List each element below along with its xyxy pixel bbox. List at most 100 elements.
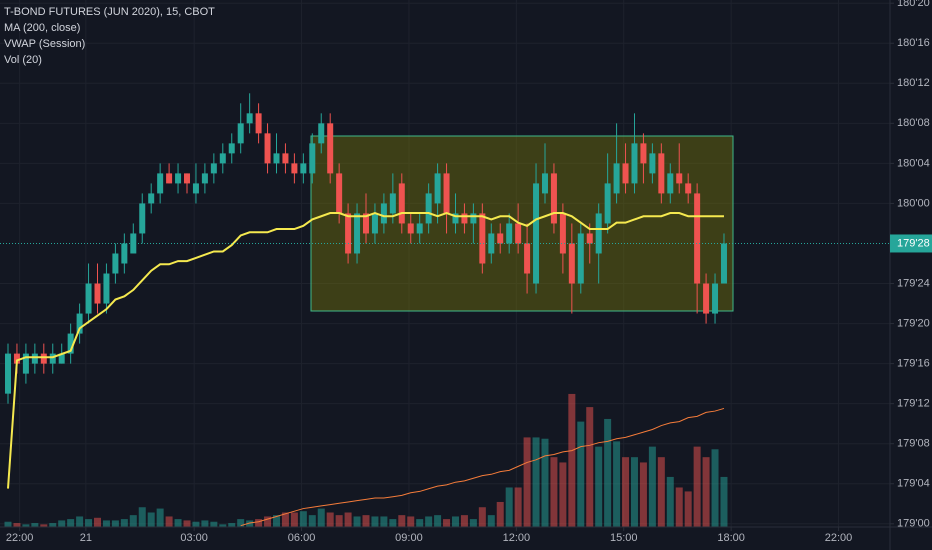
volume-bar: [460, 515, 468, 527]
candle-body: [613, 163, 620, 194]
volume-bar: [335, 515, 343, 527]
volume-bar: [380, 516, 388, 527]
volume-bar: [407, 516, 415, 527]
candle-body: [371, 213, 378, 234]
candle-body: [622, 163, 629, 184]
volume-bar: [595, 446, 603, 527]
candle-body: [121, 243, 128, 264]
candle-body: [577, 233, 584, 284]
candle-body: [631, 143, 638, 184]
candle-body: [568, 243, 575, 284]
volume-bar: [371, 516, 379, 527]
candle-body: [246, 113, 253, 124]
volume-bar: [49, 523, 57, 527]
volume-bar: [434, 515, 442, 527]
volume-bar: [478, 507, 486, 527]
candle-body: [443, 173, 450, 214]
candle-body: [219, 153, 226, 164]
candle-body: [425, 193, 432, 224]
volume-bar: [201, 520, 209, 527]
volume-bar: [246, 520, 254, 527]
y-tick-label: 179'00: [897, 518, 930, 530]
volume-bar: [451, 516, 459, 527]
volume-bar: [577, 421, 585, 527]
volume-bar: [622, 457, 630, 527]
y-tick-label: 180'08: [897, 117, 930, 129]
candle-body: [148, 193, 155, 204]
x-tick-label: 18:00: [717, 532, 745, 544]
candle-body: [712, 283, 719, 314]
candle-body: [264, 133, 271, 164]
candle-body: [604, 183, 611, 224]
volume-bar: [290, 512, 298, 527]
candle-body: [586, 233, 593, 244]
candle-body: [649, 153, 656, 174]
candle-body: [407, 223, 414, 234]
candle-body: [183, 173, 190, 184]
candle-body: [94, 283, 101, 304]
candle-body: [336, 173, 343, 214]
candle-body: [85, 283, 92, 314]
volume-bar: [219, 524, 227, 527]
candle-body: [345, 213, 352, 254]
volume-bar: [299, 511, 307, 527]
y-tick-label: 179'24: [897, 277, 930, 289]
x-tick-label: 15:00: [610, 532, 638, 544]
candle-body: [49, 353, 56, 364]
volume-bar: [630, 457, 638, 527]
candle-body: [13, 353, 20, 364]
x-tick-label: 21: [80, 532, 92, 544]
candle-body: [237, 123, 244, 144]
y-tick-label: 180'00: [897, 197, 930, 209]
volume-bar: [711, 449, 719, 527]
y-tick-label: 180'04: [897, 157, 930, 169]
volume-bar: [147, 512, 155, 527]
candle-body: [416, 223, 423, 234]
candle-body: [658, 153, 665, 194]
volume-bar: [657, 457, 665, 527]
volume-pane: [4, 393, 728, 527]
volume-bar: [523, 437, 531, 527]
candle-body: [318, 123, 325, 144]
candle-body: [595, 213, 602, 254]
y-tick-label: 179'12: [897, 398, 930, 410]
candle-body: [157, 173, 164, 194]
ma-line: [7, 211, 724, 489]
candle-body: [5, 353, 12, 394]
axes: 180'20 180'16 180'12 180'08 180'04 180'00 179'…: [6, 0, 932, 544]
x-tick-label: 06:00: [288, 532, 316, 544]
candle-body: [398, 183, 405, 224]
volume-bar: [317, 508, 325, 527]
x-tick-label: 22:00: [825, 532, 853, 544]
volume-bar: [40, 524, 48, 527]
volume-bar: [648, 446, 656, 527]
candle-body: [524, 243, 531, 274]
volume-bar: [93, 517, 101, 527]
y-tick-label: 180'12: [897, 77, 930, 89]
legend-item: MA (200, close): [4, 22, 80, 34]
volume-bar: [138, 507, 146, 527]
volume-bar: [210, 521, 218, 527]
volume-bar: [398, 515, 406, 527]
candle-body: [389, 193, 396, 214]
x-tick-label: 12:00: [503, 532, 531, 544]
last-price-box: [890, 234, 932, 253]
y-tick-label: 179'20: [897, 317, 930, 329]
candles: [5, 93, 727, 404]
candle-body: [255, 113, 262, 134]
volume-bar: [183, 520, 191, 527]
candle-body: [291, 163, 298, 174]
candle-body: [470, 213, 477, 224]
volume-bar: [469, 519, 477, 527]
candle-body: [166, 173, 173, 184]
candle-body: [703, 283, 710, 314]
candle-body: [76, 313, 83, 334]
volume-bar: [604, 418, 612, 527]
candle-body: [354, 213, 361, 254]
candle-body: [58, 353, 65, 364]
volume-bar: [326, 512, 334, 527]
last-price-label: 179'28: [897, 237, 930, 249]
volume-bar: [272, 515, 280, 527]
